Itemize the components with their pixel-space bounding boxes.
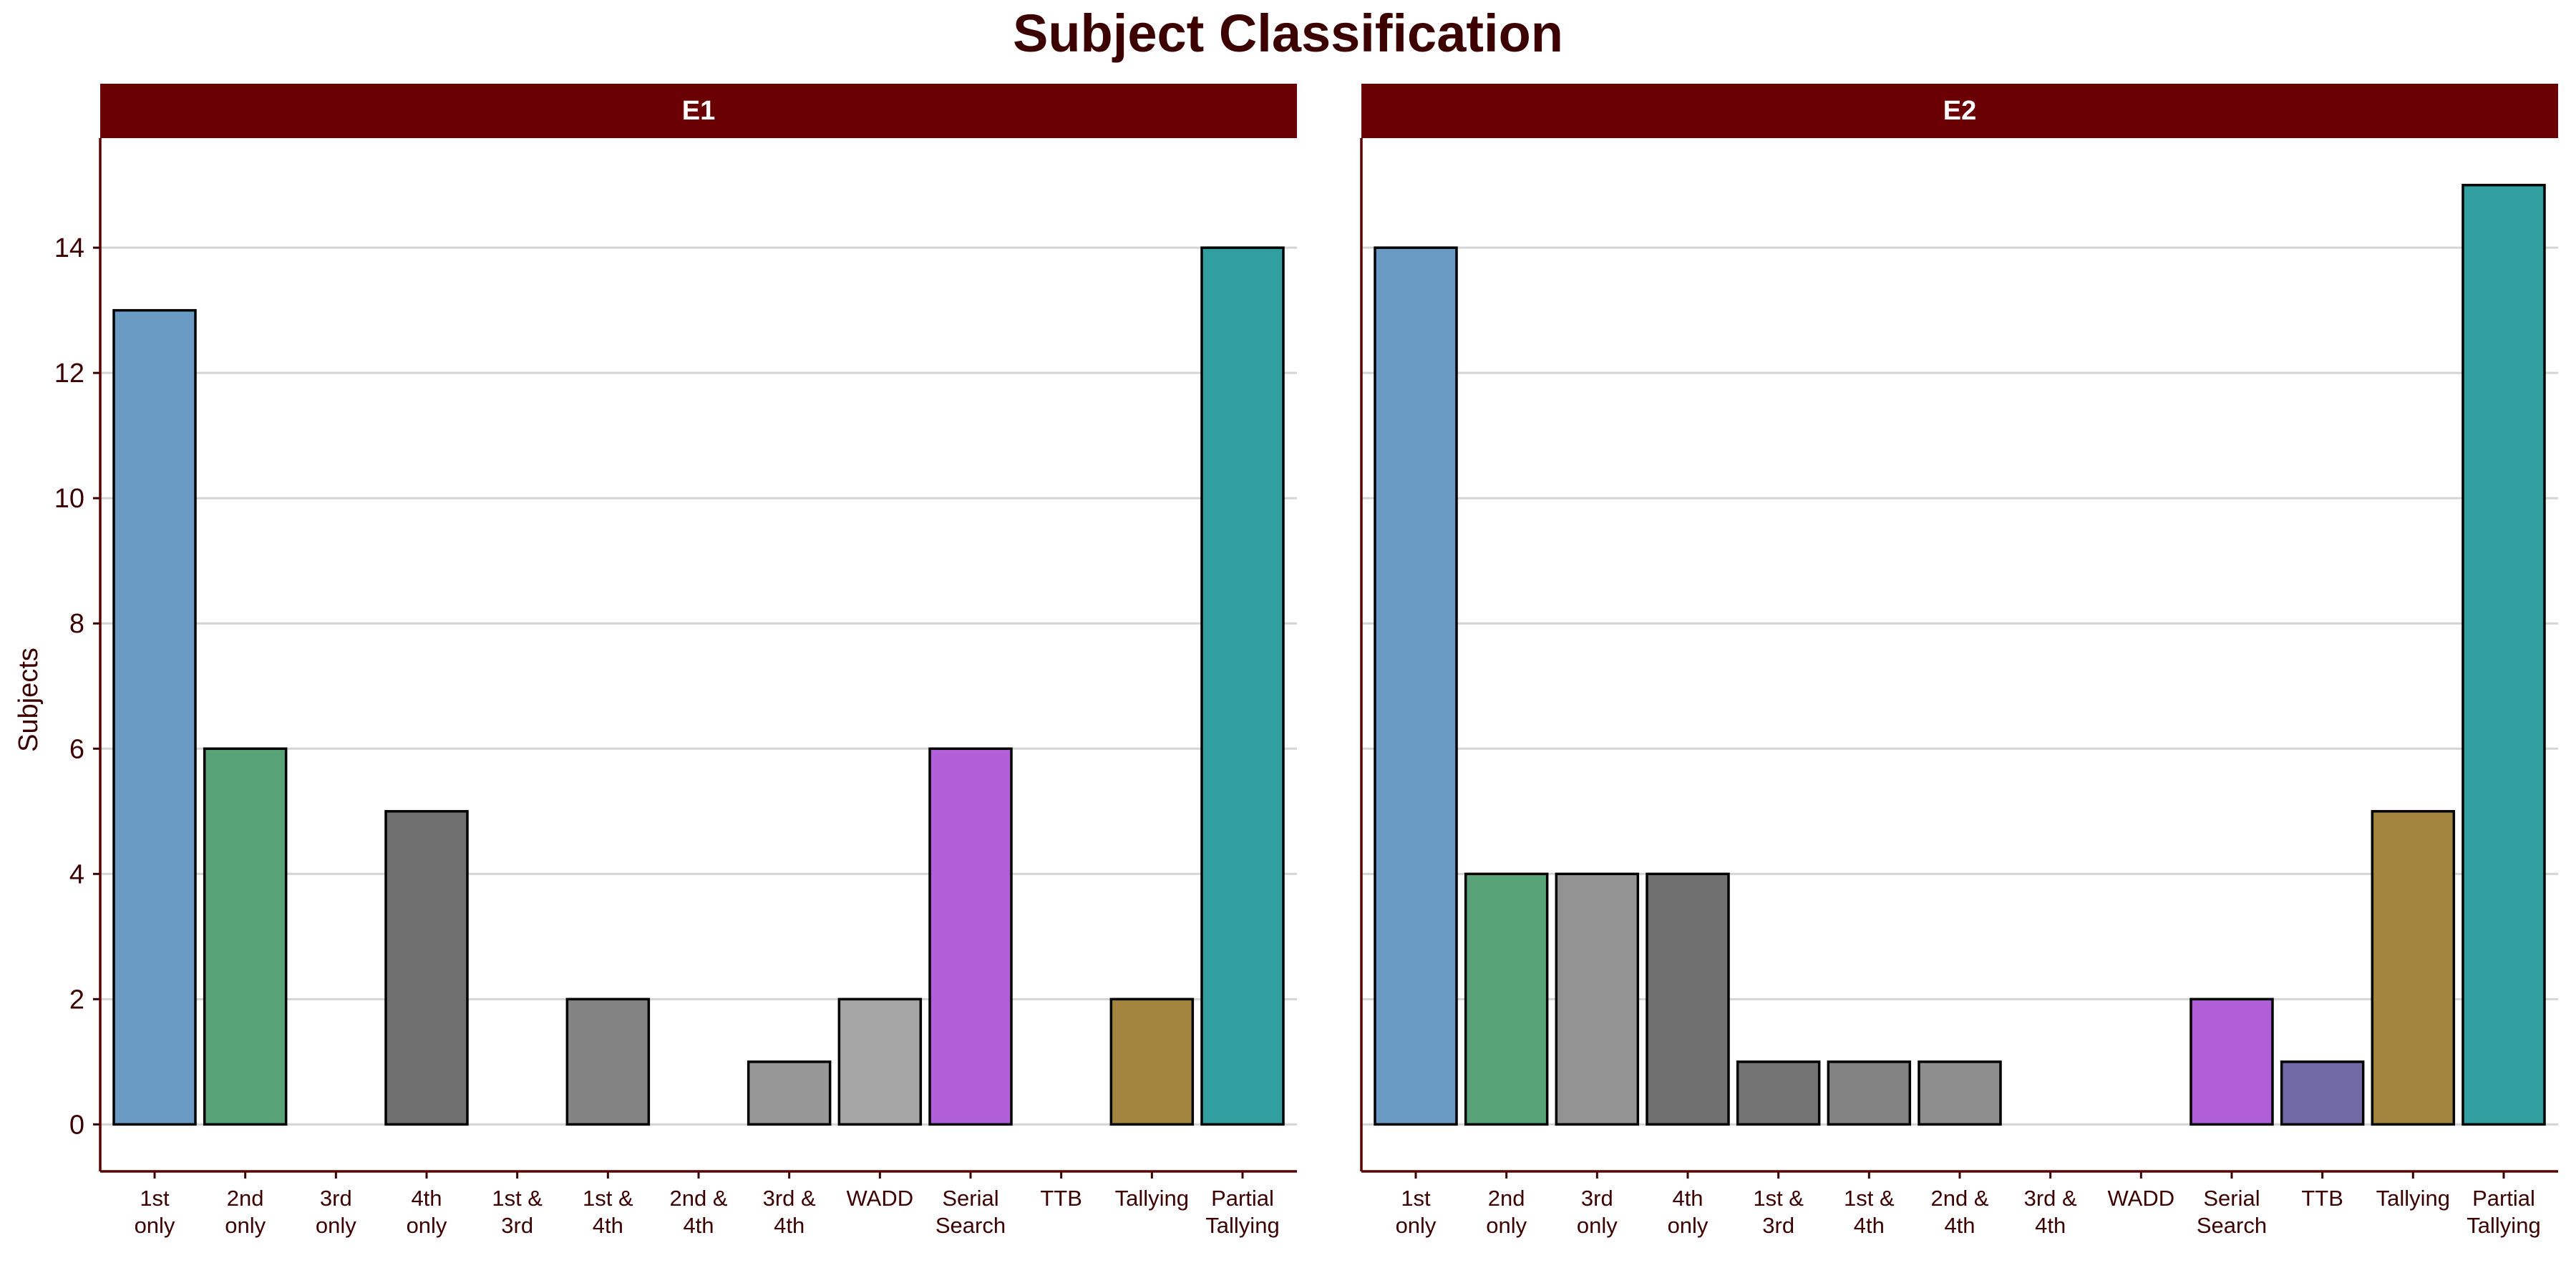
x-tick-label: 3rd	[1581, 1186, 1613, 1211]
bar	[112, 308, 197, 1126]
bar	[1736, 1060, 1821, 1126]
x-tick-label: 1st	[140, 1186, 170, 1211]
x-tick-label: 3rd &	[763, 1186, 816, 1211]
y-tick-label: 2	[69, 985, 84, 1015]
x-tick-label: 3rd	[1762, 1213, 1794, 1238]
x-tick-label: WADD	[847, 1186, 914, 1211]
x-tick-label: Serial	[942, 1186, 998, 1211]
x-tick-label: 2nd	[227, 1186, 264, 1211]
y-tick-label: 10	[54, 484, 84, 514]
x-tick-label: Search	[2197, 1213, 2267, 1238]
x-tick-label: only	[316, 1213, 356, 1238]
bar	[1827, 1060, 1912, 1126]
x-tick-label: 4th	[774, 1213, 805, 1238]
y-axis-title: Subjects	[14, 648, 44, 752]
panel-strip-label: E2	[1943, 96, 1976, 126]
x-tick-label: 4th	[1944, 1213, 1975, 1238]
x-tick-label: 2nd	[1488, 1186, 1525, 1211]
x-tick-label: TTB	[2301, 1186, 2343, 1211]
bar	[203, 747, 288, 1126]
y-tick-label: 12	[54, 358, 84, 389]
bar	[565, 997, 651, 1126]
x-tick-label: Partial	[1211, 1186, 1274, 1211]
panel-strip	[1361, 84, 2558, 138]
bar	[1374, 246, 1458, 1126]
bar	[384, 810, 469, 1126]
x-tick-label: Tallying	[2376, 1186, 2450, 1211]
x-tick-label: only	[1577, 1213, 1618, 1238]
x-tick-label: 4th	[2035, 1213, 2066, 1238]
bar	[747, 1060, 832, 1126]
bar	[2280, 1060, 2365, 1126]
bar	[928, 747, 1013, 1126]
bar	[2371, 810, 2456, 1126]
x-tick-label: 2nd &	[1930, 1186, 1988, 1211]
bar	[2461, 183, 2546, 1126]
x-tick-label: 1st	[1401, 1186, 1431, 1211]
x-tick-label: Tallying	[1205, 1213, 1279, 1238]
x-tick-label: 3rd	[501, 1213, 533, 1238]
x-tick-label: 2nd &	[669, 1186, 727, 1211]
bar	[2189, 997, 2274, 1126]
x-tick-label: Tallying	[2466, 1213, 2540, 1238]
x-tick-label: Partial	[2472, 1186, 2535, 1211]
y-tick-label: 14	[54, 233, 84, 263]
x-tick-label: 1st &	[1753, 1186, 1804, 1211]
bar	[1918, 1060, 2002, 1126]
x-tick-label: Serial	[2203, 1186, 2260, 1211]
y-tick-label: 6	[69, 734, 84, 764]
bar	[1555, 872, 1640, 1126]
x-tick-label: 4th	[1672, 1186, 1703, 1211]
x-tick-label: only	[1396, 1213, 1437, 1238]
x-tick-label: only	[135, 1213, 175, 1238]
x-tick-label: Search	[935, 1213, 1006, 1238]
x-tick-label: only	[1668, 1213, 1709, 1238]
chart-title: Subject Classification	[1013, 4, 1563, 63]
y-tick-label: 0	[69, 1110, 84, 1140]
bar	[1646, 872, 1730, 1126]
y-tick-label: 8	[69, 609, 84, 639]
bar	[837, 997, 923, 1126]
x-tick-label: 3rd &	[2024, 1186, 2077, 1211]
x-tick-label: 1st &	[492, 1186, 543, 1211]
x-tick-label: 4th	[411, 1186, 442, 1211]
y-tick-label: 4	[69, 859, 84, 889]
bar	[1109, 997, 1195, 1126]
x-tick-label: Tallying	[1115, 1186, 1189, 1211]
x-tick-label: 4th	[683, 1213, 714, 1238]
bar	[1464, 872, 1549, 1126]
x-tick-label: only	[225, 1213, 266, 1238]
x-tick-label: WADD	[2108, 1186, 2175, 1211]
x-tick-label: 4th	[1854, 1213, 1885, 1238]
x-tick-label: 1st &	[583, 1186, 633, 1211]
bar	[1200, 246, 1285, 1126]
x-tick-label: 3rd	[320, 1186, 352, 1211]
x-tick-label: TTB	[1040, 1186, 1082, 1211]
x-tick-label: 1st &	[1844, 1186, 1895, 1211]
x-tick-label: 4th	[593, 1213, 623, 1238]
x-tick-label: only	[1486, 1213, 1527, 1238]
x-tick-label: only	[407, 1213, 447, 1238]
panel-strip-label: E1	[682, 96, 715, 126]
panel-strip	[100, 84, 1297, 138]
